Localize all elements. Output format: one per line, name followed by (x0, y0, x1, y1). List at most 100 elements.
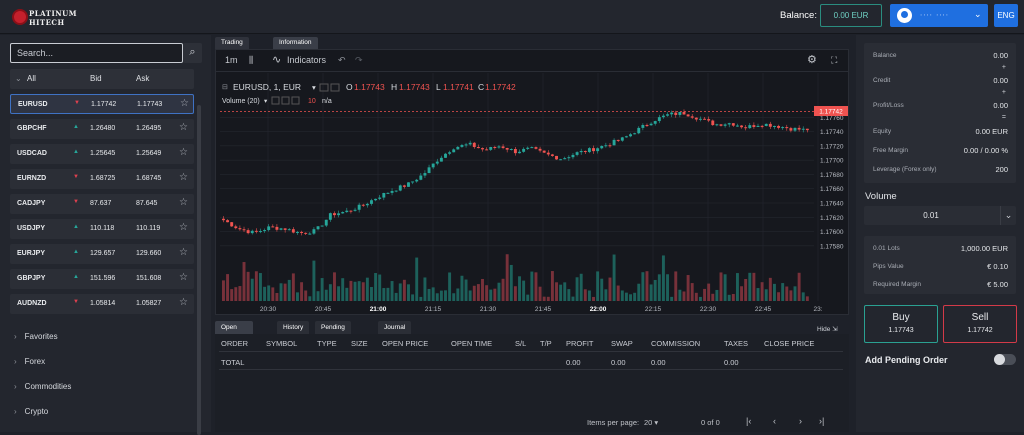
candle (398, 185, 402, 191)
favorite-star-icon[interactable]: ☆ (180, 98, 189, 109)
column-header[interactable]: TYPE (317, 339, 337, 348)
volume-legend-extra: n/a (322, 98, 332, 105)
favorite-star-icon[interactable]: ☆ (179, 122, 188, 133)
column-header[interactable]: PROFIT (566, 339, 594, 348)
column-header[interactable]: CLOSE PRICE (764, 339, 815, 348)
search-icon[interactable]: ⌕ (183, 43, 202, 63)
items-per-page-select[interactable]: 20 ▾ (644, 418, 659, 427)
indicators-icon: ∿ (272, 54, 282, 66)
instrument-row[interactable]: EURNZD ▼ 1.68725 1.68745 ☆ (10, 169, 194, 189)
redo-icon[interactable]: ↷ (355, 55, 363, 65)
indicators-button[interactable]: Indicators (287, 55, 327, 65)
column-header[interactable]: OPEN PRICE (382, 339, 429, 348)
candle (670, 112, 674, 115)
favorite-star-icon[interactable]: ☆ (179, 222, 188, 233)
chevron-down-icon[interactable]: ⌄ (1000, 206, 1016, 225)
column-header[interactable]: ORDER (221, 339, 249, 348)
orders-table: ORDER SYMBOL TYPE SIZE OPEN PRICE OPEN TIME S/… (215, 334, 849, 432)
column-header[interactable]: SWAP (611, 339, 633, 348)
favorite-star-icon[interactable]: ☆ (179, 147, 188, 158)
tab-history[interactable]: History (277, 321, 310, 334)
first-page-icon[interactable]: |‹ (746, 416, 752, 426)
instrument-row[interactable]: AUDNZD ▼ 1.05814 1.05827 ☆ (10, 294, 194, 314)
tab-pending-orders[interactable]: Pending Orders (315, 321, 351, 344)
instrument-row[interactable]: GBPCHF ▲ 1.26480 1.26495 ☆ (10, 119, 194, 139)
volume-bar (522, 280, 526, 301)
last-page-icon[interactable]: ›| (819, 416, 825, 426)
category-forex[interactable]: › Forex (14, 357, 45, 366)
column-header[interactable]: COMMISSION (651, 339, 701, 348)
favorite-star-icon[interactable]: ☆ (179, 297, 188, 308)
logo[interactable]: PLATINUM HITECH (12, 6, 76, 28)
volume-bar (682, 291, 686, 301)
instrument-row[interactable]: EURUSD ▼ 1.17742 1.17743 ☆ (10, 94, 194, 114)
volume-bar (657, 274, 661, 301)
legend-close: 1.17742 (485, 82, 516, 92)
volume-bar (259, 273, 262, 301)
buy-button[interactable]: Buy 1.17743 (864, 305, 938, 343)
settings-gear-icon[interactable]: ⚙ (807, 54, 817, 66)
total-label: TOTAL (221, 358, 245, 367)
user-menu-button[interactable]: ∙∙∙∙ ∙∙∙∙ ⌄ (890, 4, 988, 27)
prev-page-icon[interactable]: ‹ (773, 416, 776, 426)
category-crypto[interactable]: › Crypto (14, 407, 48, 416)
candle (246, 230, 250, 234)
hide-panel-button[interactable]: Hide ⇲ (817, 326, 838, 333)
tab-open-positions[interactable]: Open Positions (215, 321, 254, 344)
candle (341, 212, 345, 214)
sell-button[interactable]: Sell 1.17742 (943, 305, 1017, 343)
sidebar-scrollbar[interactable] (197, 105, 201, 435)
candle (304, 232, 308, 234)
volume-bar (752, 272, 756, 301)
column-header[interactable]: SYMBOL (266, 339, 298, 348)
volume-bar (427, 288, 431, 301)
category-label: Forex (24, 357, 46, 366)
category-commodities[interactable]: › Commodities (14, 382, 71, 391)
candle (563, 158, 567, 160)
favorite-star-icon[interactable]: ☆ (179, 272, 188, 283)
interval-button[interactable]: 1m (225, 55, 238, 65)
candle (254, 230, 258, 232)
category-favorites[interactable]: › Favorites (14, 332, 58, 341)
favorite-star-icon[interactable]: ☆ (179, 172, 188, 183)
instrument-symbol: EURUSD (18, 101, 48, 108)
instrument-row[interactable]: EURJPY ▲ 129.657 129.660 ☆ (10, 244, 194, 264)
volume-select[interactable]: 0.01 ⌄ (864, 206, 1016, 225)
column-header[interactable]: T/P (540, 339, 552, 348)
volume-bar (398, 283, 402, 301)
search-input[interactable] (10, 43, 183, 63)
instrument-row[interactable]: USDCAD ▲ 1.25645 1.25649 ☆ (10, 144, 194, 164)
column-header[interactable]: OPEN TIME (451, 339, 493, 348)
filter-all[interactable]: All (27, 74, 36, 83)
volume-dropdown-icon: ▾ (264, 98, 268, 105)
candle (801, 128, 805, 130)
price-chart[interactable]: 1.17760 1.17740 1.17720 1.17700 1.17680 1.176… (216, 73, 848, 314)
volume-bar (382, 288, 386, 301)
undo-icon[interactable]: ↶ (338, 55, 346, 65)
favorite-star-icon[interactable]: ☆ (179, 247, 188, 258)
instrument-row[interactable]: GBPJPY ▲ 151.596 151.608 ☆ (10, 269, 194, 289)
tab-trading-chart[interactable]: Trading Chart (215, 37, 249, 58)
candle (781, 127, 785, 129)
volume-bar (583, 289, 587, 301)
column-header[interactable]: S/L (515, 339, 527, 348)
chart-style-icon[interactable]: ⫼ (249, 55, 254, 65)
column-header[interactable]: SIZE (351, 339, 368, 348)
instrument-row[interactable]: USDJPY ▲ 110.118 110.119 ☆ (10, 219, 194, 239)
language-button[interactable]: ENG (994, 4, 1018, 27)
pending-order-toggle[interactable] (994, 354, 1016, 365)
balance-value[interactable]: 0.00 EUR (820, 4, 882, 27)
next-page-icon[interactable]: › (799, 416, 802, 426)
favorite-star-icon[interactable]: ☆ (179, 197, 188, 208)
volume-bar (439, 290, 443, 301)
volume-bar (390, 281, 394, 301)
column-header[interactable]: TAXES (724, 339, 749, 348)
tab-journal[interactable]: Journal (378, 321, 412, 334)
candle (349, 210, 353, 212)
instrument-bid: 87.637 (90, 200, 112, 207)
collapse-chevron-icon[interactable]: ⌄ (15, 74, 22, 83)
candle (571, 154, 575, 158)
instrument-row[interactable]: CADJPY ▼ 87.637 87.645 ☆ (10, 194, 194, 214)
tab-information[interactable]: Information (273, 37, 318, 49)
fullscreen-icon[interactable]: ⛶ (831, 55, 838, 65)
